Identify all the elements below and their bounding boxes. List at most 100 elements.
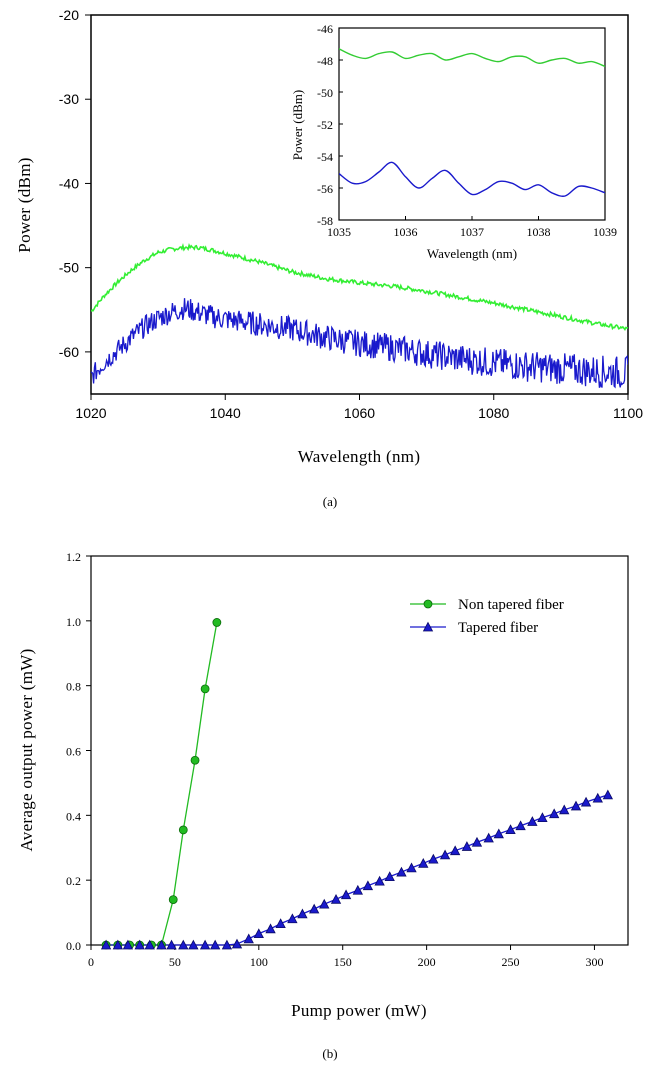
data-point-tapered [418, 857, 429, 868]
data-point-tapered [428, 853, 439, 864]
x-tick-label: 1040 [210, 405, 241, 421]
data-point-tapered [210, 939, 221, 950]
data-point-tapered [199, 939, 211, 950]
caption-a: (a) [323, 494, 337, 509]
y-tick-label: -46 [317, 22, 333, 36]
data-point-tapered [178, 939, 189, 950]
x-ticks-b: 0 50 100 150 200 250 300 [88, 945, 603, 969]
data-point-tapered [461, 841, 473, 851]
data-point-tapered [592, 792, 603, 803]
series-lower-line-inset [339, 161, 605, 197]
x-ticks-inset: 1035 1036 1037 1038 1039 [327, 216, 617, 239]
data-point-tapered [384, 871, 395, 882]
data-point-tapered [483, 832, 494, 843]
data-point-tapered [309, 903, 320, 914]
legend-marker-tapered [422, 621, 434, 632]
x-tick-label: 300 [585, 955, 603, 969]
data-point-tapered [527, 816, 538, 826]
data-point-tapered [406, 862, 417, 873]
data-point-tapered [449, 845, 461, 856]
data-point-tapered [231, 938, 243, 949]
x-tick-label: 1035 [327, 225, 351, 239]
series-b [100, 618, 614, 950]
data-point-tapered [188, 939, 199, 950]
inset-chart: -46-48-50-52-54-56-58 1035 1036 1037 1038 10… [290, 22, 617, 261]
y-tick-label: 0.4 [66, 809, 81, 823]
data-point-tapered [570, 800, 582, 811]
x-axis-title-b: Pump power (mW) [291, 1001, 427, 1020]
y-axis-title-a: Power (dBm) [15, 157, 34, 252]
x-tick-label: 1100 [613, 405, 643, 421]
data-point-tapered [112, 939, 124, 950]
data-point-tapered [275, 918, 286, 929]
x-tick-label: 150 [334, 955, 352, 969]
data-point-tapered [243, 933, 254, 944]
legend-label-tapered: Tapered fiber [458, 620, 538, 636]
y-tick-label: -48 [317, 54, 333, 68]
data-point-nontapered [190, 755, 200, 765]
data-point-nontapered [168, 895, 178, 905]
data-point-tapered [505, 824, 516, 834]
data-point-tapered [100, 939, 112, 950]
x-tick-label: 100 [250, 955, 268, 969]
x-axis-title-inset: Wavelength (nm) [427, 246, 517, 261]
data-point-tapered [166, 939, 177, 950]
series-upper-line-inset [339, 48, 605, 68]
y-tick-label: 0.2 [66, 874, 81, 888]
x-tick-label: 1037 [460, 225, 484, 239]
x-tick-label: 1036 [394, 225, 418, 239]
y-tick-label: -54 [317, 150, 333, 164]
data-point-tapered [253, 928, 264, 939]
y-tick-label: -50 [59, 260, 79, 276]
data-point-tapered [156, 939, 167, 950]
y-tick-label: -30 [59, 91, 79, 107]
legend-marker-nontapered [423, 599, 433, 609]
data-point-nontapered [178, 825, 188, 835]
x-tick-label: 1060 [344, 405, 375, 421]
data-point-tapered [265, 923, 276, 934]
x-tick-label: 0 [88, 955, 94, 969]
data-point-nontapered [200, 684, 210, 694]
x-ticks-a: 1020 1040 1060 1080 1100 [75, 394, 643, 421]
data-point-tapered [362, 880, 374, 891]
data-point-tapered [559, 804, 570, 815]
data-point-tapered [352, 884, 363, 895]
data-point-tapered [287, 913, 298, 924]
series-lower-line-a [91, 298, 628, 389]
y-tick-label: 0.6 [66, 745, 81, 759]
data-point-tapered [374, 875, 385, 886]
series-upper-line-a [91, 243, 628, 331]
x-tick-label: 50 [169, 955, 181, 969]
y-tick-label: 1.0 [66, 615, 81, 629]
x-tick-label: 250 [502, 955, 520, 969]
data-point-tapered [330, 893, 342, 904]
data-point-tapered [537, 812, 548, 823]
y-tick-label: -40 [59, 175, 79, 191]
data-point-tapered [144, 939, 155, 950]
x-tick-label: 1080 [478, 405, 509, 421]
data-point-tapered [515, 820, 526, 831]
chart-a: -20 -30 -40 -50 -60 1020 1040 1060 1080 1100 Wav… [15, 7, 643, 509]
data-point-tapered [548, 808, 560, 819]
x-axis-title-a: Wavelength (nm) [298, 447, 421, 466]
y-axis-title-b: Average output power (mW) [17, 648, 36, 851]
y-ticks-inset: -46 -48 -50 -52 -54 -56 -58 [317, 22, 343, 228]
data-point-tapered [396, 866, 407, 877]
y-tick-label: 1.2 [66, 550, 81, 564]
y-tick-label: 0.8 [66, 680, 81, 694]
data-point-tapered [471, 836, 483, 847]
data-point-tapered [221, 939, 233, 950]
legend-b: Non tapered fiber Tapered fiber [410, 597, 564, 636]
x-tick-label: 1038 [527, 225, 551, 239]
data-point-tapered [580, 796, 592, 807]
x-tick-label: 1020 [75, 405, 106, 421]
caption-b: (b) [322, 1046, 337, 1061]
y-tick-label: -20 [59, 7, 79, 23]
y-tick-label: -60 [59, 344, 79, 360]
legend-label-nontapered: Non tapered fiber [458, 597, 564, 613]
plot-area-inset [338, 27, 606, 221]
data-point-tapered [493, 828, 504, 839]
plot-area-b [90, 555, 629, 946]
x-tick-label: 200 [418, 955, 436, 969]
